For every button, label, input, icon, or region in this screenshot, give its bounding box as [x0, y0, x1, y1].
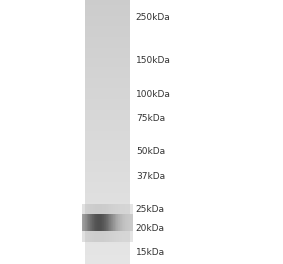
Text: 100kDa: 100kDa	[136, 90, 171, 99]
Text: 75kDa: 75kDa	[136, 114, 165, 122]
Text: 20kDa: 20kDa	[136, 224, 165, 233]
Text: 150kDa: 150kDa	[136, 56, 171, 65]
Text: 15kDa: 15kDa	[136, 248, 165, 257]
Text: 25kDa: 25kDa	[136, 205, 165, 214]
Text: 50kDa: 50kDa	[136, 147, 165, 156]
Text: 250kDa: 250kDa	[136, 13, 171, 22]
Text: 37kDa: 37kDa	[136, 172, 165, 181]
